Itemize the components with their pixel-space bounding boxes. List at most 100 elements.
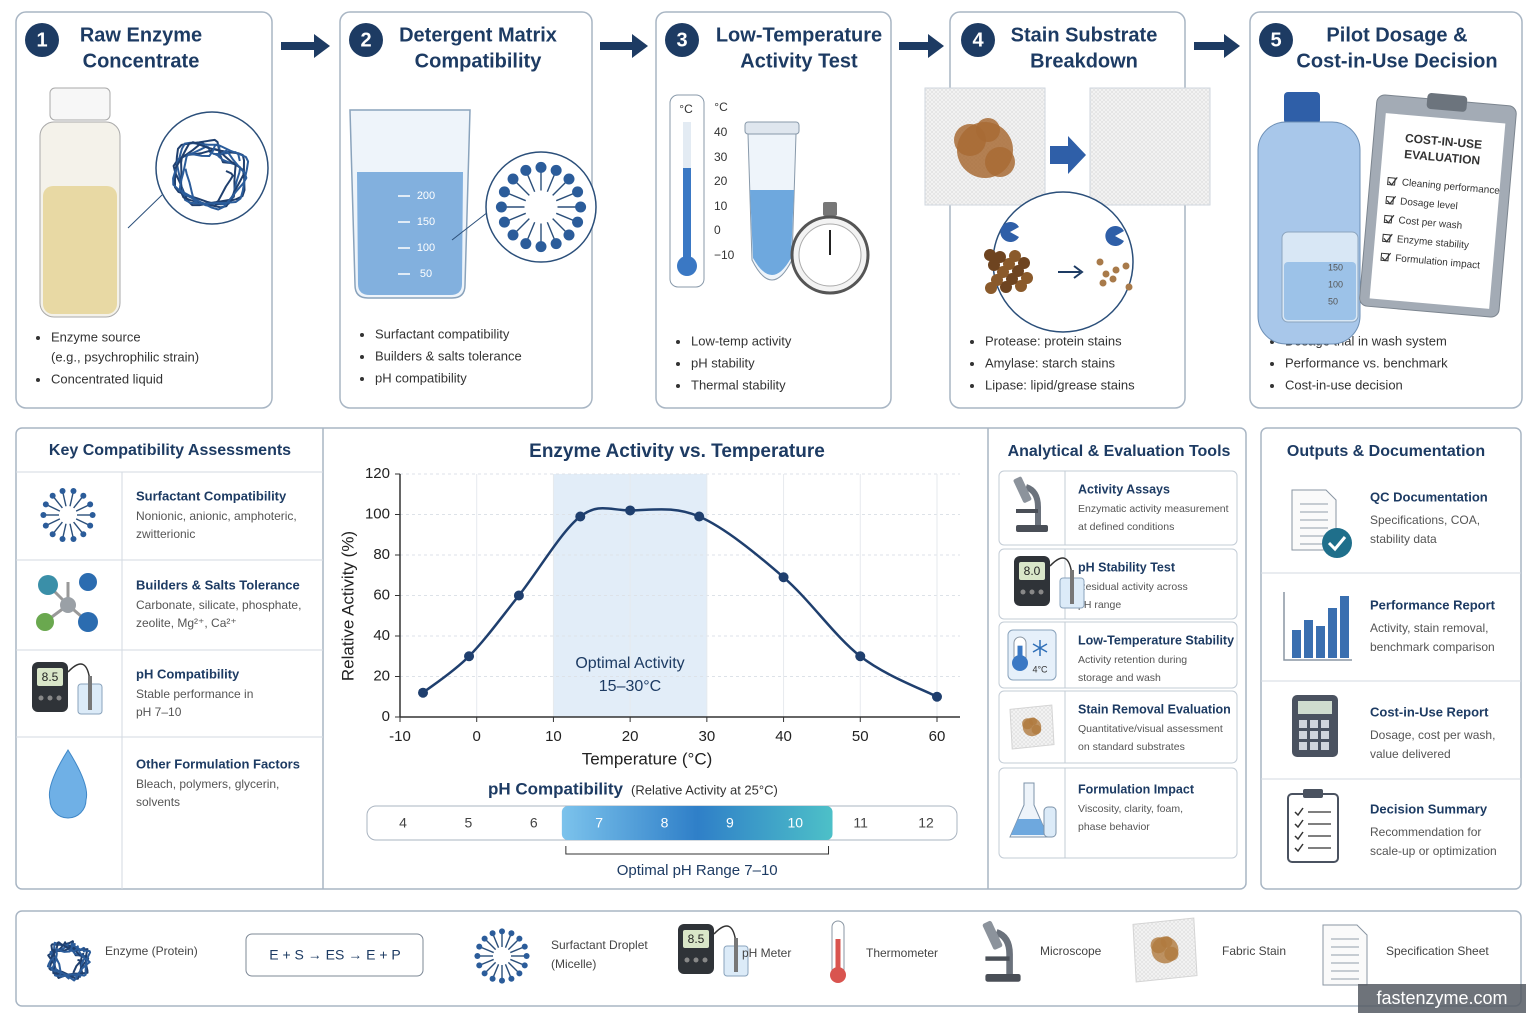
calculator-key [1299, 731, 1307, 739]
surfactant-head [563, 173, 575, 185]
surfactant-head [87, 501, 94, 508]
assessment-text: Stable performance in [136, 687, 253, 701]
process-arrow [1050, 136, 1086, 174]
stain [1029, 717, 1038, 726]
surfactant-head [535, 241, 547, 253]
surfactant-head [520, 238, 532, 250]
surfactant-head [42, 501, 49, 508]
step-bullet: pH stability [691, 355, 755, 370]
step-title: Cost-in-Use Decision [1296, 50, 1497, 72]
tool-card [998, 690, 1238, 764]
activity-line [422, 506, 938, 698]
data-point [575, 511, 586, 522]
enzyme-liquid [43, 186, 117, 314]
stain [1160, 936, 1173, 948]
assessment-text: pH 7–10 [136, 705, 182, 719]
reaction: E + S → ES → E + P [269, 947, 401, 963]
x-tick-label: 10 [545, 728, 562, 745]
ph-value: 6 [530, 815, 538, 831]
ph-value: 7 [595, 815, 603, 831]
calculator-key [1321, 731, 1329, 739]
surfactant-head [498, 216, 510, 228]
meter-button [684, 957, 690, 963]
fragment [1125, 283, 1133, 291]
assessment-title: Other Formulation Factors [136, 756, 300, 771]
step-number: 5 [1270, 29, 1281, 51]
tool-card [998, 470, 1238, 546]
tube-cap [744, 121, 800, 135]
flow-arrow [281, 34, 330, 58]
tool-text: Activity retention during [1078, 654, 1187, 666]
meter-button [1038, 589, 1044, 595]
checkmark [1388, 176, 1398, 186]
output-text: Dosage, cost per wash, [1370, 728, 1495, 742]
bullet-dot [1270, 362, 1274, 366]
legend-label: Fabric Stain [1222, 944, 1286, 958]
atom [36, 613, 54, 631]
surfactant-head [495, 201, 507, 213]
tool-text: pH range [1078, 599, 1121, 611]
meter-display: 8.0 [1024, 564, 1041, 578]
ph-optimal-label: Optimal pH Range 7–10 [617, 862, 778, 879]
step-title: Compatibility [415, 50, 543, 72]
panel-title: Analytical & Evaluation Tools [1008, 443, 1231, 460]
surfactant-head [481, 970, 488, 977]
stain [1164, 946, 1179, 961]
atom [78, 612, 98, 632]
graduation-label: 150 [1328, 262, 1343, 272]
y-axis-label: Relative Activity (%) [338, 531, 357, 681]
tool-title: Activity Assays [1078, 482, 1170, 496]
scale-label: −10 [714, 248, 735, 262]
bullet-dot [676, 362, 680, 366]
unit-label: °C [679, 102, 693, 116]
ph-value: 11 [853, 815, 868, 831]
clipboard-paper [1369, 113, 1506, 309]
step-bullet: Builders & salts tolerance [375, 348, 522, 363]
data-point [855, 651, 866, 662]
legend-label: (Micelle) [551, 957, 596, 971]
tool-text: Quantitative/visual assessment [1078, 723, 1223, 735]
stain-particle [984, 249, 996, 261]
zoom-line [127, 194, 163, 229]
assessment-text: zwitterionic [136, 527, 195, 541]
stain-particle [1015, 280, 1027, 292]
thermometer-fill [835, 939, 841, 973]
graduation-label: 50 [1328, 296, 1338, 306]
flow-arrow [1194, 34, 1240, 58]
checkmark [1294, 819, 1304, 829]
step-title: Activity Test [740, 50, 858, 72]
bullet-dot [36, 336, 40, 340]
probe [1070, 570, 1074, 604]
microscope [1013, 476, 1048, 532]
tool-text: on standard substrates [1078, 741, 1185, 753]
y-tick-label: 100 [365, 505, 390, 522]
ph-value: 12 [918, 815, 934, 831]
bullet-dot [1270, 384, 1274, 388]
tool-card [998, 621, 1238, 689]
data-point [625, 505, 636, 516]
tool-title: Formulation Impact [1078, 782, 1195, 796]
stopwatch-crown [823, 202, 837, 216]
report-bar-icon [1328, 608, 1337, 658]
calculator-key [1310, 720, 1318, 728]
output-title: Performance Report [1370, 597, 1496, 612]
x-axis-label: Temperature (°C) [582, 749, 713, 768]
thermometer-fill [1017, 645, 1023, 662]
fragment [1112, 266, 1120, 274]
process-arrow [1058, 265, 1084, 279]
surfactant-head [474, 953, 481, 959]
check-badge [1322, 528, 1352, 558]
clipboard-heading: COST-IN-USE [1404, 131, 1482, 152]
meter-button [47, 695, 53, 701]
tool-text: Residual activity across [1078, 581, 1188, 593]
checkmark [1381, 252, 1392, 262]
surfactant-head [520, 164, 532, 176]
checkmark [1294, 807, 1304, 817]
zoom-line [451, 211, 489, 241]
surfactant-head [535, 161, 547, 173]
checkmark [1294, 831, 1304, 841]
tool-text: Enzymatic activity measurement [1078, 503, 1229, 515]
protein-coil [50, 942, 92, 982]
scale-label: 40 [714, 125, 728, 139]
